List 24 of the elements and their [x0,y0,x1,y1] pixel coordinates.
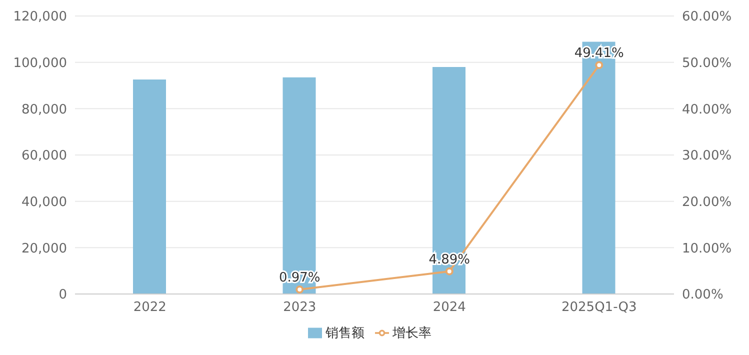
y-tick-label: 60,000 [22,148,67,164]
legend-label: 增长率 [392,326,432,341]
y-tick-label: 120,000 [13,10,67,25]
x-tick-label: 2022 [133,300,166,316]
legend-label: 销售额 [326,326,364,341]
point [445,267,454,276]
y2-tick-label: 20.00% [682,194,732,210]
y2-tick-label: 30.00% [682,148,732,164]
x-tick-label: 2024 [432,300,466,316]
y2-tick-label: 0.00% [682,288,724,303]
y2-tick-label: 40.00% [682,102,732,118]
y-tick-label: 0 [58,288,67,303]
y2-tick-label: 10.00% [682,241,732,256]
bar [133,79,166,294]
x-tick-label: 2025Q1-Q3 [561,300,637,316]
y-tick-label: 40,000 [22,194,67,210]
y-tick-label: 80,000 [22,102,67,118]
point [296,286,304,294]
y2-tick-label: 60.00% [682,10,732,25]
y-tick-label: 20,000 [22,241,67,256]
point [595,61,604,70]
x-tick-label: 2023 [283,300,316,316]
y2-tick-label: 50.00% [682,56,732,71]
y-tick-label: 100,000 [13,56,67,71]
